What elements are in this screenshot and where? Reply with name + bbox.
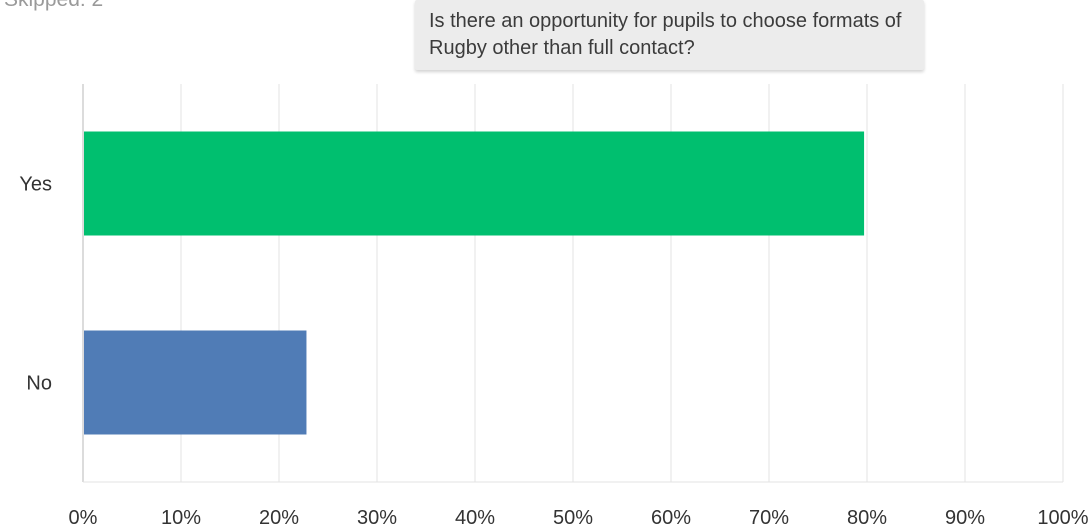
x-tick-label: 30% — [357, 507, 397, 528]
category-label-no: No — [26, 373, 52, 395]
x-tick-label: 50% — [553, 507, 593, 528]
x-tick-label: 80% — [847, 507, 887, 528]
x-tick-label: 60% — [651, 507, 691, 528]
x-tick-label: 70% — [749, 507, 789, 528]
bars — [84, 131, 865, 435]
x-tick-label: 20% — [259, 507, 299, 528]
bar-yes[interactable] — [84, 131, 865, 236]
category-label-yes: Yes — [19, 174, 52, 196]
x-tick-label: 90% — [945, 507, 985, 528]
x-tick-label: 40% — [455, 507, 495, 528]
skipped-count: Skipped: 2 — [4, 0, 103, 12]
question-tooltip: Is there an opportunity for pupils to ch… — [415, 0, 924, 70]
x-tick-label: 10% — [161, 507, 201, 528]
category-labels: Yes No — [19, 174, 52, 395]
bar-no[interactable] — [84, 330, 307, 435]
x-tick-label: 100% — [1037, 507, 1088, 528]
x-tick-label: 0% — [69, 507, 98, 528]
x-tick-labels: 0% 10% 20% 30% 40% 50% 60% 70% 80% 90% 100% — [69, 507, 1089, 528]
